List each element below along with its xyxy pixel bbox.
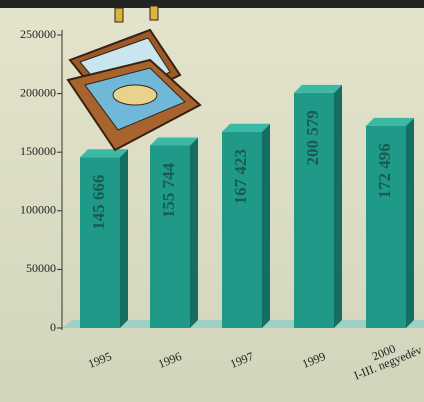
y-tick-label: 200000 [20, 85, 56, 99]
bar [222, 131, 262, 328]
value-label: 145 666 [89, 175, 108, 230]
y-tick-label: 250000 [20, 27, 56, 41]
cut-title-band [0, 0, 424, 8]
bar-side [262, 123, 270, 328]
bar-top [294, 84, 342, 93]
bar-side [190, 137, 198, 328]
bar [150, 145, 190, 328]
bar-top [150, 137, 198, 146]
bar-side [334, 84, 342, 328]
value-label: 167 423 [231, 149, 250, 204]
bar-top [366, 117, 414, 126]
y-tick-label: 150000 [20, 144, 56, 158]
bar-top [222, 123, 270, 132]
value-label: 200 579 [303, 110, 322, 165]
value-label: 172 496 [375, 143, 394, 198]
y-tick-label: 50000 [26, 261, 56, 275]
y-tick-label: 0 [50, 320, 56, 334]
bar [366, 125, 406, 328]
bar [80, 157, 120, 328]
bar [294, 92, 334, 328]
y-tick-label: 100000 [20, 203, 56, 217]
briefcase-illustration [66, 5, 202, 152]
value-label: 155 744 [159, 162, 178, 218]
bar-side [406, 117, 414, 328]
bar-side [120, 149, 128, 328]
bar-top [80, 149, 128, 158]
